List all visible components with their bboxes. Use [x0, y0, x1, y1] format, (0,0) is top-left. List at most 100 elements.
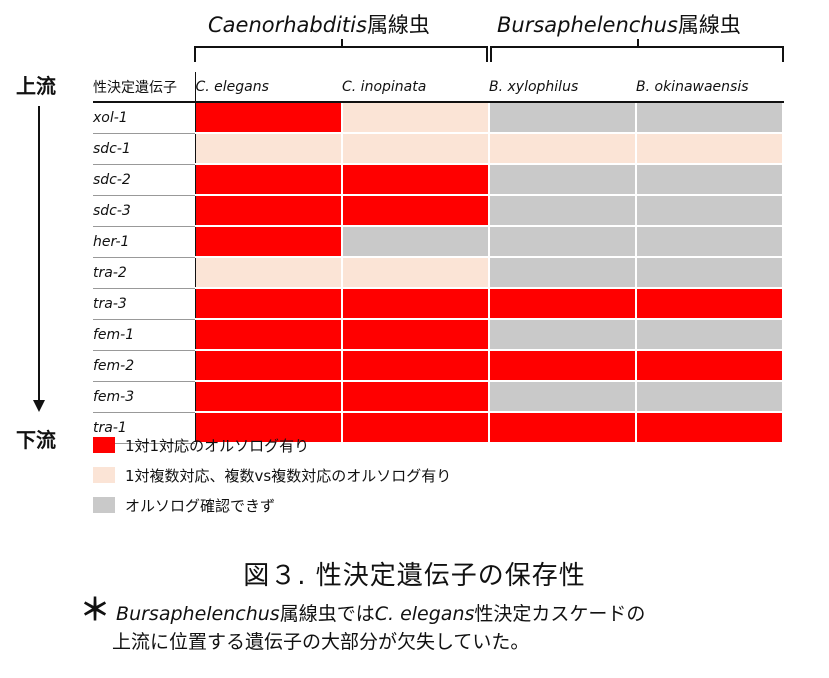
column-label-b-okinawaensis: B. okinawaensis: [636, 72, 783, 103]
gene-label: fem-3: [93, 381, 196, 413]
heatmap-cell-sdc-3-2: [489, 195, 637, 227]
heatmap-cell-sdc-3-1: [342, 195, 490, 227]
heatmap-cell-tra-1-0: [195, 412, 343, 444]
legend-swatch-many: [93, 467, 115, 483]
heatmap-cell-tra-1-1: [342, 412, 490, 444]
heatmap-cell-sdc-2-0: [195, 164, 343, 196]
gene-label: xol-1: [93, 102, 196, 134]
heatmap-row: xol-1: [93, 102, 784, 134]
heatmap-row: her-1: [93, 226, 784, 258]
heatmap-row: sdc-1: [93, 133, 784, 165]
column-label-c-inopinata: C. inopinata: [342, 72, 489, 103]
gene-label: sdc-2: [93, 164, 196, 196]
genus-label-caenorhabditis: Caenorhabditis属線虫: [208, 13, 430, 37]
gene-label: tra-2: [93, 257, 196, 289]
heatmap-cell-tra-1-3: [636, 412, 784, 444]
heatmap-cell-fem-1-3: [636, 319, 784, 351]
heatmap-row: fem-3: [93, 381, 784, 413]
legend-swatch-none: [93, 497, 115, 513]
footnote-text-1: 属線虫では: [279, 603, 375, 625]
heatmap-cell-tra-2-0: [195, 257, 343, 289]
heatmap-cell-fem-3-0: [195, 381, 343, 413]
heatmap-cell-sdc-2-1: [342, 164, 490, 196]
heatmap-cell-her-1-2: [489, 226, 637, 258]
heatmap-row: fem-2: [93, 350, 784, 382]
footnote: ＊ Bursaphelenchus属線虫ではC. elegans性決定カスケード…: [80, 596, 646, 656]
gene-label: fem-1: [93, 319, 196, 351]
heatmap-cell-fem-3-3: [636, 381, 784, 413]
legend-label-none: オルソログ確認できず: [125, 496, 276, 515]
heatmap-cell-tra-3-0: [195, 288, 343, 320]
heatmap-cell-sdc-3-0: [195, 195, 343, 227]
column-label-c-elegans: C. elegans: [195, 72, 342, 103]
heatmap-cell-sdc-1-3: [636, 133, 784, 165]
footnote-genus: Bursaphelenchus: [116, 603, 280, 625]
heatmap-cell-sdc-1-0: [195, 133, 343, 165]
gene-label: her-1: [93, 226, 196, 258]
footnote-text-2: 性決定カスケードの: [474, 603, 646, 625]
heatmap-cell-tra-2-1: [342, 257, 490, 289]
heatmap-body: xol-1 sdc-1 sdc-2 sdc-3 her-1 tra-2 tra-3 fem-1…: [93, 102, 784, 444]
heatmap-cell-sdc-2-2: [489, 164, 637, 196]
heatmap-cell-tra-2-2: [489, 257, 637, 289]
heatmap-row: tra-2: [93, 257, 784, 289]
heatmap-cell-xol-1-3: [636, 102, 784, 134]
legend-item-many: 1対複数対応、複数vs複数対応のオルソログ有り: [93, 463, 451, 487]
upstream-label: 上流: [16, 74, 56, 98]
heatmap-cell-fem-2-3: [636, 350, 784, 382]
heatmap-row: fem-1: [93, 319, 784, 351]
heatmap-cell-sdc-3-3: [636, 195, 784, 227]
gene-label: sdc-3: [93, 195, 196, 227]
legend-item-1to1: 1対1対応のオルソログ有り: [93, 433, 451, 457]
footnote-species: C. elegans: [374, 603, 475, 625]
asterisk-icon: ＊: [80, 593, 110, 628]
gene-label: sdc-1: [93, 133, 196, 165]
footnote-line-2: 上流に位置する遺伝子の大部分が欠失していた。: [112, 631, 530, 653]
figure-caption: 図３. 性決定遺伝子の保存性: [243, 561, 586, 591]
heatmap-cell-fem-1-2: [489, 319, 637, 351]
legend-swatch-1to1: [93, 437, 115, 453]
bracket-caenorhabditis: [194, 39, 488, 62]
ortholog-heatmap: 性決定遺伝子 C. elegans C. inopinata B. xyloph…: [93, 72, 784, 444]
gene-label: fem-2: [93, 350, 196, 382]
downstream-label: 下流: [16, 428, 56, 452]
row-header-label: 性決定遺伝子: [93, 72, 196, 103]
column-label-b-xylophilus: B. xylophilus: [489, 72, 636, 103]
heatmap-cell-tra-3-1: [342, 288, 490, 320]
gene-label: tra-3: [93, 288, 196, 320]
heatmap-cell-xol-1-1: [342, 102, 490, 134]
heatmap-cell-fem-1-0: [195, 319, 343, 351]
gene-label: tra-1: [93, 412, 196, 444]
heatmap-cell-tra-1-2: [489, 412, 637, 444]
heatmap-row: sdc-2: [93, 164, 784, 196]
legend-label-many: 1対複数対応、複数vs複数対応のオルソログ有り: [125, 466, 452, 485]
genus-label-bursaphelenchus: Bursaphelenchus属線虫: [497, 13, 741, 37]
heatmap-cell-xol-1-2: [489, 102, 637, 134]
heatmap-row: tra-1: [93, 412, 784, 444]
heatmap-cell-her-1-1: [342, 226, 490, 258]
heatmap-cell-fem-2-0: [195, 350, 343, 382]
heatmap-cell-fem-3-1: [342, 381, 490, 413]
heatmap-row: tra-3: [93, 288, 784, 320]
heatmap-cell-tra-2-3: [636, 257, 784, 289]
legend: 1対1対応のオルソログ有り 1対複数対応、複数vs複数対応のオルソログ有り オル…: [93, 433, 451, 517]
heatmap-row: sdc-3: [93, 195, 784, 227]
heatmap-cell-fem-1-1: [342, 319, 490, 351]
footnote-line-1: ＊ Bursaphelenchus属線虫ではC. elegans性決定カスケード…: [80, 596, 646, 628]
heatmap-cell-sdc-2-3: [636, 164, 784, 196]
heatmap-cell-fem-2-2: [489, 350, 637, 382]
heatmap-cell-sdc-1-1: [342, 133, 490, 165]
heatmap-cell-sdc-1-2: [489, 133, 637, 165]
heatmap-cell-fem-3-2: [489, 381, 637, 413]
flow-arrow-line: [38, 106, 40, 402]
heatmap-cell-xol-1-0: [195, 102, 343, 134]
legend-label-1to1: 1対1対応のオルソログ有り: [125, 436, 310, 455]
heatmap-cell-her-1-0: [195, 226, 343, 258]
heatmap-cell-her-1-3: [636, 226, 784, 258]
heatmap-header-row: 性決定遺伝子 C. elegans C. inopinata B. xyloph…: [93, 72, 783, 103]
legend-item-none: オルソログ確認できず: [93, 493, 451, 517]
bracket-bursaphelenchus: [490, 39, 784, 62]
flow-arrow-head: [33, 400, 45, 412]
heatmap-cell-tra-3-2: [489, 288, 637, 320]
heatmap-cell-fem-2-1: [342, 350, 490, 382]
